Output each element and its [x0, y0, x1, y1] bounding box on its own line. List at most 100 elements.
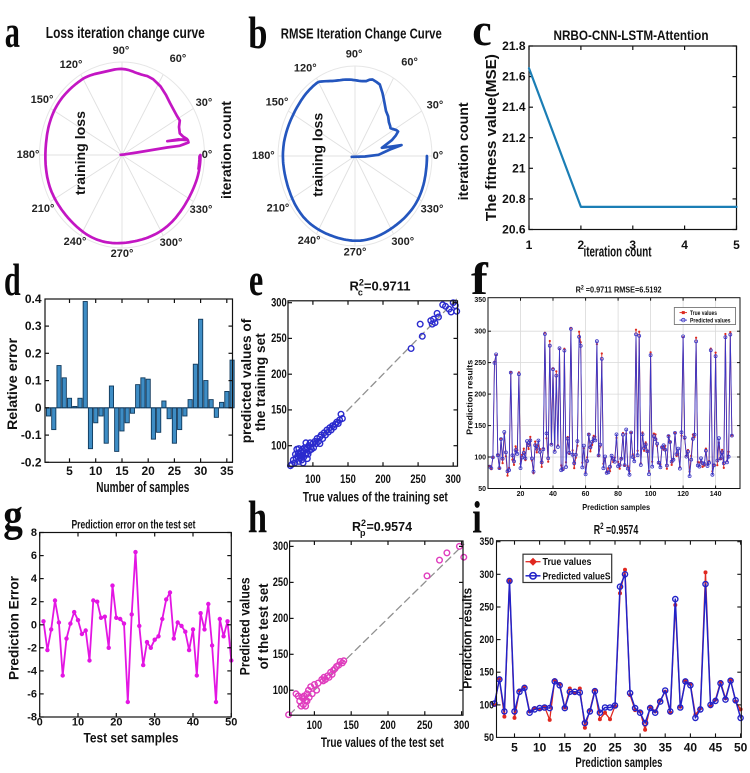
- svg-text:training loss: training loss: [311, 113, 326, 197]
- svg-text:40: 40: [549, 491, 557, 498]
- svg-text:Number of samples: Number of samples: [96, 480, 189, 496]
- svg-text:350: 350: [480, 536, 495, 548]
- svg-text:d: d: [4, 254, 21, 305]
- svg-text:150°: 150°: [31, 94, 54, 106]
- svg-text:210°: 210°: [267, 203, 290, 215]
- svg-text:210°: 210°: [32, 203, 55, 215]
- svg-text:100: 100: [307, 720, 323, 732]
- svg-text:Loss iteration change curve: Loss iteration change curve: [46, 25, 205, 42]
- svg-text:g: g: [3, 490, 23, 541]
- svg-text:R2p=0.9574: R2 p=0.9574: [352, 518, 412, 538]
- svg-text:21.2: 21.2: [502, 131, 526, 145]
- svg-text:300: 300: [454, 720, 470, 732]
- svg-text:100: 100: [305, 474, 321, 486]
- svg-text:0°: 0°: [202, 149, 213, 161]
- svg-text:10: 10: [533, 741, 547, 755]
- svg-text:45: 45: [709, 741, 723, 755]
- svg-text:35: 35: [220, 464, 234, 478]
- svg-text:10: 10: [72, 717, 84, 729]
- svg-text:180°: 180°: [17, 149, 40, 161]
- svg-text:5: 5: [511, 741, 518, 755]
- svg-text:True values of the test set: True values of the test set: [321, 734, 444, 750]
- svg-text:Prediction results: Prediction results: [465, 360, 475, 435]
- svg-text:4: 4: [31, 573, 38, 585]
- svg-text:150: 150: [271, 405, 287, 417]
- svg-text:2: 2: [31, 596, 37, 608]
- svg-text:0: 0: [35, 401, 42, 415]
- svg-text:30: 30: [633, 741, 647, 755]
- svg-text:0: 0: [37, 717, 43, 729]
- svg-text:240°: 240°: [298, 235, 321, 247]
- svg-text:c: c: [472, 4, 491, 55]
- svg-text:150°: 150°: [266, 96, 289, 108]
- svg-text:90°: 90°: [113, 45, 130, 57]
- svg-text:4: 4: [681, 238, 688, 252]
- svg-text:21: 21: [512, 161, 526, 175]
- svg-text:300: 300: [474, 329, 486, 336]
- svg-text:250: 250: [417, 720, 433, 732]
- svg-text:-0.2: -0.2: [21, 455, 42, 469]
- svg-text:250: 250: [480, 601, 495, 613]
- svg-text:-2: -2: [27, 642, 37, 654]
- svg-text:50: 50: [734, 741, 748, 755]
- svg-text:3: 3: [629, 238, 636, 252]
- svg-text:200: 200: [271, 369, 287, 381]
- svg-text:R2 =0.9574: R2 =0.9574: [594, 521, 639, 537]
- svg-text:0.3: 0.3: [25, 319, 42, 333]
- svg-text:0.1: 0.1: [25, 374, 42, 388]
- svg-text:5: 5: [66, 464, 73, 478]
- svg-text:300: 300: [445, 474, 461, 486]
- svg-text:250: 250: [474, 360, 486, 367]
- svg-text:250: 250: [410, 474, 426, 486]
- svg-text:300: 300: [273, 541, 289, 553]
- svg-text:250: 250: [273, 577, 289, 589]
- svg-text:of the test set: of the test set: [256, 583, 271, 670]
- svg-text:-4: -4: [27, 665, 38, 677]
- svg-text:R2c=0.9711: R2 c=0.9711: [349, 278, 410, 298]
- svg-text:15: 15: [558, 741, 572, 755]
- svg-text:120°: 120°: [60, 59, 83, 71]
- svg-text:30: 30: [194, 464, 208, 478]
- svg-text:20.8: 20.8: [502, 192, 526, 206]
- svg-text:300: 300: [480, 569, 495, 581]
- svg-text:f: f: [471, 253, 489, 304]
- svg-text:150: 150: [340, 474, 356, 486]
- svg-text:35: 35: [659, 741, 673, 755]
- svg-text:200: 200: [375, 474, 391, 486]
- svg-text:50: 50: [484, 732, 494, 744]
- svg-text:90°: 90°: [346, 49, 363, 61]
- svg-text:i: i: [472, 492, 482, 543]
- svg-text:270°: 270°: [344, 247, 367, 259]
- svg-text:300°: 300°: [391, 236, 414, 248]
- svg-text:a: a: [5, 6, 20, 57]
- svg-text:True values: True values: [543, 556, 592, 568]
- svg-text:20.6: 20.6: [502, 223, 526, 237]
- svg-text:Predicted values: Predicted values: [690, 318, 731, 324]
- svg-text:140: 140: [710, 491, 722, 498]
- svg-text:150: 150: [474, 423, 486, 430]
- svg-text:100: 100: [273, 685, 289, 697]
- svg-text:NRBO-CNN-LSTM-Attention: NRBO-CNN-LSTM-Attention: [554, 27, 709, 43]
- svg-text:180°: 180°: [252, 150, 275, 162]
- svg-text:350: 350: [474, 297, 486, 304]
- svg-text:50: 50: [478, 486, 486, 493]
- svg-text:60°: 60°: [401, 56, 418, 68]
- svg-text:250: 250: [271, 333, 287, 345]
- svg-text:iteration count: iteration count: [455, 102, 471, 200]
- svg-text:True values of the training se: True values of the training set: [303, 488, 448, 504]
- svg-text:Prediction Error: Prediction Error: [7, 575, 22, 680]
- svg-text:25: 25: [608, 741, 622, 755]
- svg-text:100: 100: [480, 699, 495, 711]
- svg-text:60°: 60°: [170, 53, 187, 65]
- svg-text:30°: 30°: [196, 97, 213, 109]
- svg-text:2: 2: [578, 238, 585, 252]
- svg-text:e: e: [249, 254, 263, 305]
- svg-text:100: 100: [474, 455, 486, 462]
- svg-text:80: 80: [614, 491, 622, 498]
- svg-text:b: b: [248, 7, 267, 58]
- svg-text:RMSE Iteration Change Curve: RMSE Iteration Change Curve: [281, 27, 442, 43]
- svg-text:25: 25: [168, 464, 182, 478]
- svg-text:60: 60: [582, 491, 590, 498]
- svg-text:0.4: 0.4: [25, 292, 42, 306]
- svg-text:-0.1: -0.1: [21, 428, 42, 442]
